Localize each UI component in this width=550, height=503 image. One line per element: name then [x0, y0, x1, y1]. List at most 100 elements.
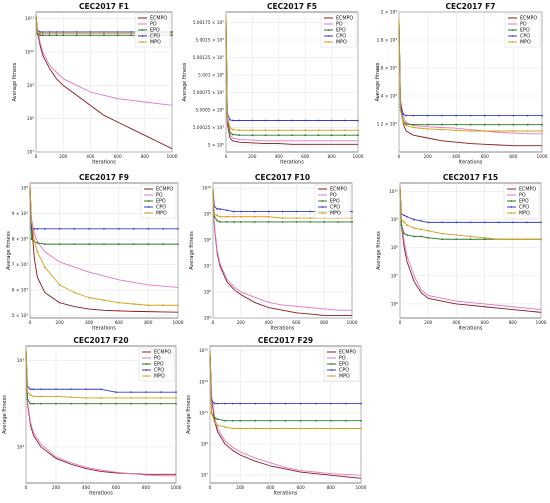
legend-entry: ECMPO	[156, 187, 173, 193]
series-point-cpo	[226, 209, 228, 212]
y-tick-label: 5.00075 × 10⁵	[193, 90, 225, 96]
x-tick-label: 1000	[353, 154, 364, 160]
series-point-cpo	[455, 114, 458, 117]
series-point-epo	[251, 134, 254, 137]
series-point-epo	[469, 238, 472, 241]
legend-marker	[327, 29, 330, 31]
series-point-cpo	[253, 210, 256, 213]
series-point-epo	[441, 238, 444, 241]
y-tick-label: 10⁷	[204, 264, 211, 270]
series-point-epo	[145, 402, 147, 405]
series-line-ecmpo	[29, 185, 179, 313]
series-point-mpo	[284, 427, 287, 430]
x-tick-label: 800	[141, 154, 149, 160]
series-point-cpo	[526, 114, 529, 117]
chart-title: CEC2017 F10	[255, 173, 310, 182]
series-point-cpo	[309, 210, 312, 213]
series-point-cpo	[264, 119, 267, 122]
x-tick-label: 0	[29, 320, 32, 326]
legend-marker	[330, 369, 333, 371]
legend-entry: EPO	[339, 362, 349, 368]
legend-entry: ECMPO	[154, 350, 171, 356]
legend-marker	[510, 206, 513, 208]
legend-entry: EPO	[156, 199, 166, 205]
y-tick-label: 10⁸	[391, 245, 398, 251]
series-point-epo	[213, 416, 216, 419]
y-tick-label: 2 × 10³	[381, 10, 398, 16]
series-point-cpo	[103, 31, 105, 33]
series-point-epo	[427, 236, 430, 239]
series-point-cpo	[314, 402, 317, 405]
series-point-epo	[541, 123, 543, 126]
y-tick-label: 10¹⁰	[389, 189, 398, 195]
series-point-cpo	[317, 119, 320, 122]
y-tick-label: 10¹⁵	[199, 348, 208, 354]
series-point-mpo	[426, 127, 429, 130]
legend-entry: ECMPO	[336, 16, 353, 22]
series-point-cpo	[413, 218, 415, 221]
series-point-cpo	[497, 221, 500, 224]
series-point-epo	[231, 133, 234, 136]
series-point-epo	[323, 221, 326, 223]
series-point-cpo	[412, 114, 415, 117]
series-point-epo	[103, 243, 105, 246]
series-point-cpo	[30, 227, 33, 230]
chart-panel-2: 0 200 400 600 800 1000 5.00175 × 10⁵ 5.0015 × 1…	[182, 2, 364, 166]
series-point-cpo	[483, 221, 486, 224]
x-axis-label: Iterations	[459, 160, 483, 166]
x-tick-label: 400	[452, 320, 460, 326]
series-point-cpo	[455, 221, 458, 224]
series-point-epo	[253, 221, 256, 223]
series-point-cpo	[541, 114, 543, 117]
legend-marker	[147, 212, 150, 214]
series-line-ecmpo	[212, 188, 352, 316]
series-point-epo	[39, 34, 41, 37]
series-point-mpo	[526, 238, 528, 241]
series-point-mpo	[351, 217, 353, 219]
y-tick-label: 10⁹	[391, 217, 398, 223]
legend-entry: ECMPO	[339, 350, 356, 356]
y-tick-label: 8 × 10³	[12, 237, 29, 243]
series-point-epo	[329, 419, 332, 422]
series-point-cpo	[89, 31, 92, 33]
series-point-epo	[264, 134, 267, 137]
x-tick-label: 200	[59, 154, 67, 160]
series-point-epo	[177, 243, 179, 246]
series-point-epo	[175, 402, 177, 405]
x-tick-label: 1000	[173, 320, 184, 326]
series-point-mpo	[295, 217, 298, 219]
series-point-epo	[239, 419, 242, 422]
series-point-epo	[400, 224, 403, 227]
series-point-cpo	[229, 118, 231, 121]
legend-marker	[141, 35, 144, 37]
y-tick-label: 1.4 × 10³	[377, 94, 398, 100]
series-point-cpo	[231, 402, 234, 405]
legend-entry: EPO	[330, 199, 340, 205]
legend-entry: PO	[519, 193, 526, 199]
series-point-cpo	[219, 208, 221, 210]
series-point-mpo	[412, 126, 415, 129]
series-point-mpo	[540, 238, 542, 241]
series-point-epo	[291, 134, 293, 137]
series-point-epo	[30, 238, 33, 240]
series-point-mpo	[345, 427, 347, 430]
series-point-mpo	[281, 217, 284, 219]
series-point-mpo	[88, 296, 91, 299]
legend-marker	[321, 212, 324, 214]
legend-entry: MPO	[519, 211, 530, 217]
series-point-cpo	[403, 214, 406, 217]
legend-marker	[321, 206, 324, 208]
series-point-mpo	[224, 426, 227, 428]
x-tick-label: 200	[424, 320, 432, 326]
series-point-mpo	[30, 220, 33, 223]
chart-title: CEC2017 F1	[79, 2, 129, 11]
series-point-cpo	[41, 31, 44, 33]
series-point-epo	[216, 418, 219, 421]
series-point-cpo	[33, 227, 36, 230]
series-point-mpo	[132, 303, 135, 305]
series-point-cpo	[43, 227, 46, 230]
series-point-epo	[455, 123, 458, 126]
series-point-epo	[216, 219, 219, 222]
legend-marker	[141, 41, 144, 43]
